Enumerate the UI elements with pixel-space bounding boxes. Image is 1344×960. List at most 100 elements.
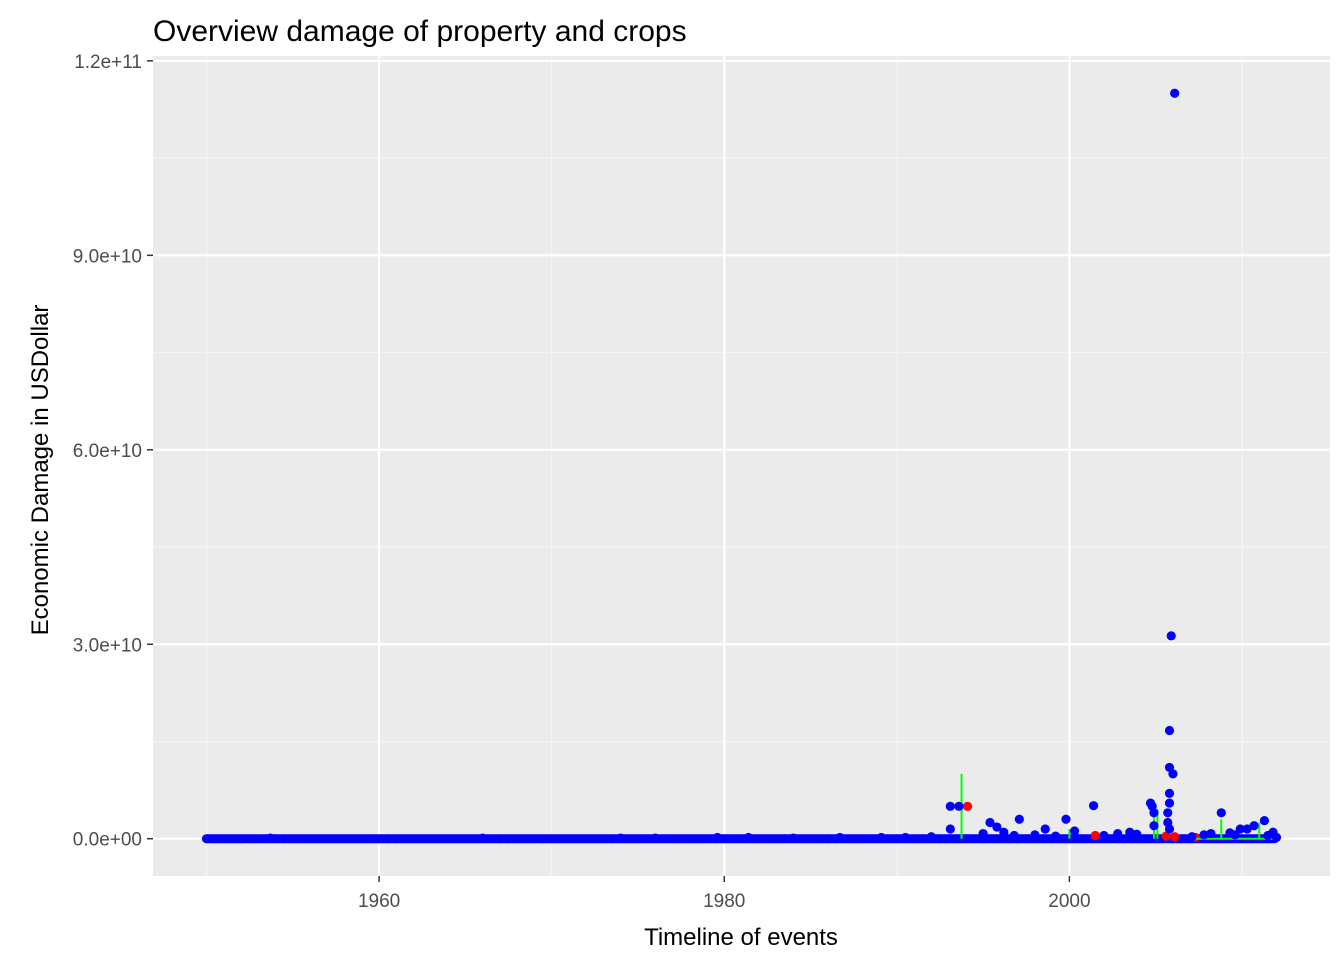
series-3-point bbox=[1125, 827, 1135, 837]
series-3-band-point bbox=[288, 834, 298, 844]
series-3-point bbox=[876, 832, 886, 843]
series-3-point bbox=[1168, 769, 1178, 779]
series-3-point bbox=[945, 824, 955, 834]
series-3-band-point bbox=[443, 834, 453, 844]
series-3-point bbox=[743, 832, 754, 843]
series-3-band-point bbox=[504, 834, 514, 844]
series-3-point bbox=[945, 801, 955, 811]
chart-title: Overview damage of property and crops bbox=[153, 15, 687, 48]
series-3-band-point bbox=[969, 834, 979, 844]
series-3-point bbox=[1163, 808, 1173, 818]
series-3-band-point bbox=[495, 834, 505, 844]
series-3-band-point bbox=[762, 834, 772, 844]
series-3-band-point bbox=[322, 834, 332, 844]
series-3-point bbox=[788, 833, 798, 843]
series-3-point bbox=[265, 833, 275, 843]
y-tick-label: 6.0e+10 bbox=[73, 441, 142, 462]
series-3-band-point bbox=[253, 834, 263, 844]
series-3-band-point bbox=[823, 834, 833, 844]
series-3-point bbox=[1199, 830, 1209, 840]
series-1-point bbox=[962, 801, 973, 811]
series-3-band-point bbox=[598, 834, 608, 844]
series-3-band-point bbox=[245, 834, 255, 844]
series-3-band-point bbox=[590, 834, 600, 844]
series-3-band-point bbox=[1142, 834, 1152, 844]
series-3-point bbox=[1216, 808, 1226, 818]
series-3-point bbox=[712, 832, 722, 843]
series-3-band-point bbox=[547, 834, 557, 844]
series-3-band-point bbox=[409, 834, 419, 844]
series-3-band-point bbox=[659, 834, 669, 844]
series-3-point bbox=[978, 828, 988, 839]
series-3-point bbox=[1009, 830, 1019, 841]
series-3-band-point bbox=[219, 834, 229, 844]
y-tick-label: 0.0e+00 bbox=[73, 830, 142, 851]
series-3-point bbox=[1099, 830, 1109, 841]
series-3-band-point bbox=[780, 834, 790, 844]
series-3-band-point bbox=[806, 834, 816, 844]
series-3-band-point bbox=[1073, 834, 1083, 844]
series-3-band-point bbox=[1125, 834, 1135, 844]
series-3-band-point bbox=[685, 834, 695, 844]
series-1-point bbox=[1090, 830, 1100, 841]
series-3-band-point bbox=[771, 834, 781, 844]
series-3-band-point bbox=[555, 834, 565, 844]
series-1-point bbox=[1161, 831, 1171, 841]
series-3-band-point bbox=[521, 834, 531, 844]
series-3-point bbox=[926, 832, 936, 842]
series-3-band-point bbox=[348, 834, 358, 844]
series-3-band-point bbox=[417, 834, 427, 844]
series-3-band-point bbox=[814, 834, 824, 844]
series-3-point bbox=[1271, 832, 1282, 843]
series-3-point bbox=[1170, 88, 1180, 98]
series-3-point bbox=[1206, 828, 1216, 839]
series-3-point bbox=[650, 833, 660, 843]
series-3-point bbox=[1259, 815, 1270, 826]
series-3-band-point bbox=[952, 834, 962, 844]
series-3-point bbox=[1069, 826, 1080, 836]
x-tick-label: 2000 bbox=[1048, 891, 1090, 912]
series-3-band-point bbox=[365, 834, 375, 844]
series-3-point bbox=[1040, 824, 1050, 834]
series-3-band-point bbox=[340, 834, 350, 844]
series-3-point bbox=[992, 822, 1002, 832]
series-3-point bbox=[900, 832, 911, 843]
series-3-band-point bbox=[236, 834, 246, 844]
series-1-point bbox=[1170, 832, 1180, 842]
series-3-point bbox=[1061, 814, 1071, 824]
series-3-band-point bbox=[702, 834, 712, 844]
series-3-band-point bbox=[754, 834, 764, 844]
series-3-band-point bbox=[460, 834, 470, 844]
series-3-band-point bbox=[512, 834, 522, 844]
series-3-band-point bbox=[633, 834, 643, 844]
series-3-point bbox=[954, 801, 964, 811]
series-3-band-point bbox=[400, 834, 410, 844]
series-3-point bbox=[1014, 814, 1024, 824]
series-3-band-point bbox=[1039, 834, 1049, 844]
series-3-band-point bbox=[434, 834, 444, 844]
series-3-point bbox=[1249, 821, 1259, 831]
series-3-point bbox=[1149, 808, 1159, 818]
series-3-band-point bbox=[676, 834, 686, 844]
series-3-band-point bbox=[642, 834, 652, 844]
axes: 1960 1980 2000 0.0e+00 3.0e+10 6.0e+10 9.0e+10… bbox=[73, 52, 1091, 912]
y-axis-title: Economic Damage in USDollar bbox=[27, 305, 54, 636]
x-axis-title: Timeline of events bbox=[644, 924, 838, 951]
series-3-point bbox=[1030, 830, 1040, 840]
x-tick-label: 1960 bbox=[358, 891, 400, 912]
series-3-band-point bbox=[693, 834, 703, 844]
series-3-point bbox=[1187, 832, 1197, 842]
series-3-point bbox=[835, 832, 845, 843]
series-3-band-point bbox=[314, 834, 324, 844]
series-3-band-point bbox=[564, 834, 574, 844]
series-3-band-point bbox=[918, 834, 928, 844]
series-3-point bbox=[1164, 788, 1175, 798]
series-3-point bbox=[1050, 831, 1061, 841]
y-tick-label: 9.0e+10 bbox=[73, 246, 142, 267]
series-3-band-point bbox=[452, 834, 462, 844]
series-3-band-point bbox=[391, 834, 401, 844]
series-3-point bbox=[1242, 824, 1252, 834]
series-3-band-point bbox=[883, 834, 893, 844]
series-3-band-point bbox=[331, 834, 341, 844]
